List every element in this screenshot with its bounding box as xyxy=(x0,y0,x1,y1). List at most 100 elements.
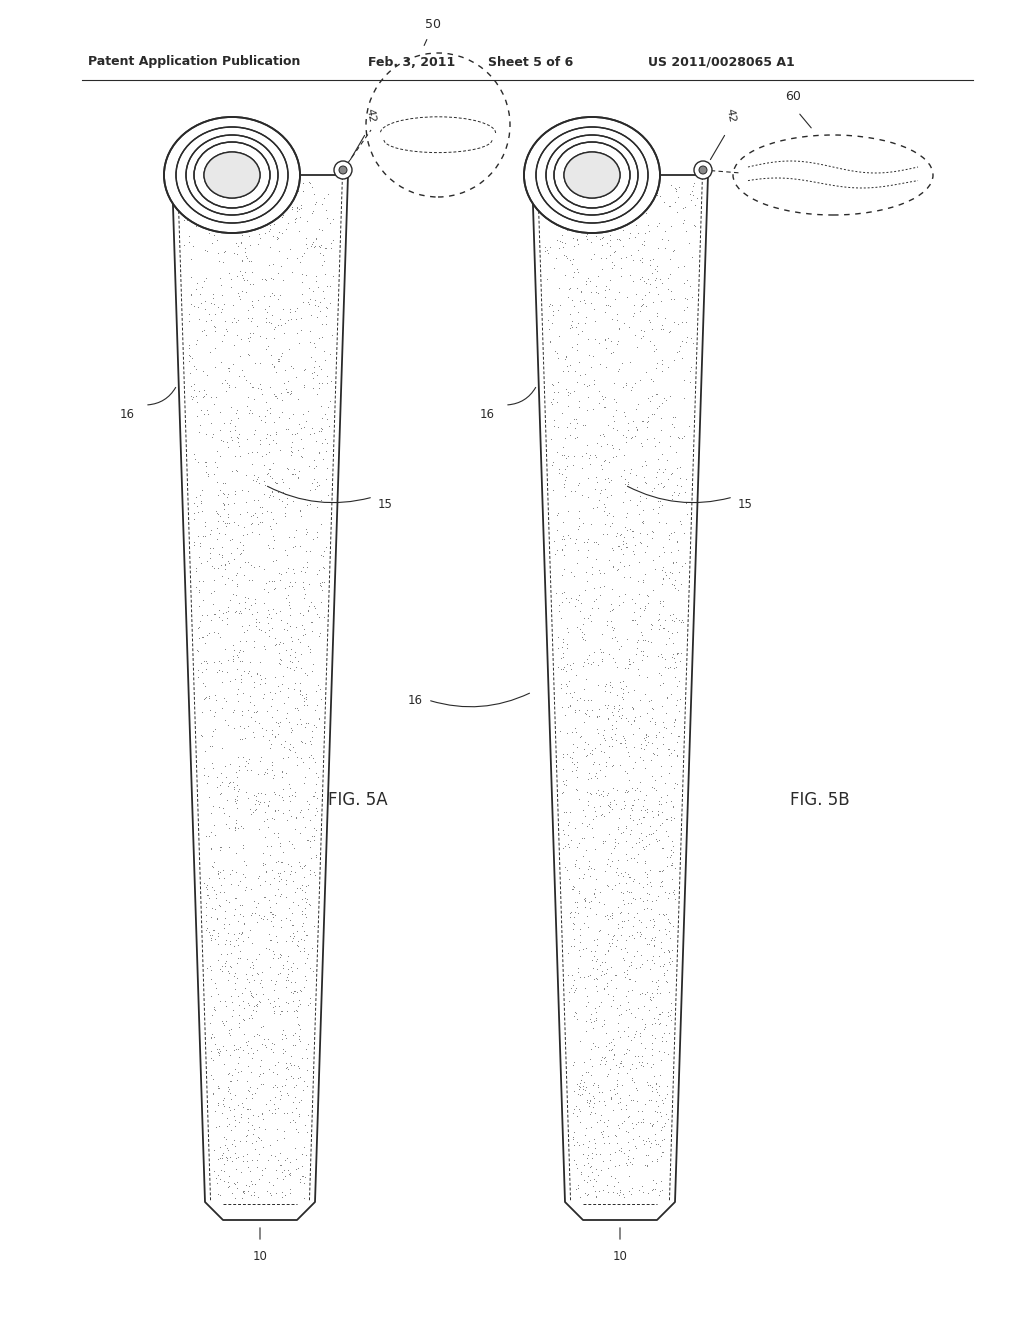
Point xyxy=(289,197,305,218)
Point xyxy=(589,706,605,727)
Point xyxy=(225,651,242,672)
Point xyxy=(659,688,676,709)
Point xyxy=(622,653,638,675)
Point xyxy=(183,293,200,314)
Point xyxy=(273,767,290,788)
Point xyxy=(583,209,599,230)
Point xyxy=(287,301,303,322)
Point xyxy=(644,1053,660,1074)
Point xyxy=(231,946,248,968)
Point xyxy=(305,785,322,807)
Point xyxy=(640,593,656,614)
Point xyxy=(209,863,225,884)
Point xyxy=(275,1019,292,1040)
Point xyxy=(602,218,618,239)
Point xyxy=(624,714,640,735)
Point xyxy=(656,562,673,583)
Point xyxy=(262,929,279,950)
Point xyxy=(297,1114,313,1135)
Point xyxy=(305,458,322,479)
Point xyxy=(259,607,275,628)
Point xyxy=(572,1073,589,1094)
Point xyxy=(631,909,647,931)
Point xyxy=(311,709,328,730)
Point xyxy=(227,762,244,783)
Point xyxy=(189,618,206,639)
Point xyxy=(627,751,643,772)
Point xyxy=(675,611,691,632)
Point xyxy=(302,173,318,194)
Point xyxy=(637,729,653,750)
Point xyxy=(648,276,665,297)
Point xyxy=(572,1069,589,1090)
Point xyxy=(218,942,234,964)
Point xyxy=(633,912,649,933)
Point xyxy=(264,948,281,969)
Point xyxy=(635,499,651,520)
Point xyxy=(204,924,220,945)
Point xyxy=(651,861,668,882)
Point xyxy=(651,458,668,479)
Point xyxy=(223,1119,240,1140)
Point xyxy=(575,194,592,215)
Point xyxy=(606,289,623,310)
Point xyxy=(665,623,681,644)
Point xyxy=(218,929,234,950)
Point xyxy=(667,651,683,672)
Point xyxy=(241,748,257,770)
Point xyxy=(211,606,227,627)
Point xyxy=(620,471,636,492)
Point xyxy=(578,1118,594,1139)
Point xyxy=(654,273,671,294)
Point xyxy=(269,1076,286,1097)
Point xyxy=(590,381,606,403)
Point xyxy=(669,622,685,643)
Point xyxy=(652,593,669,614)
Point xyxy=(240,1098,256,1119)
Point xyxy=(197,404,213,425)
Point xyxy=(240,1107,256,1129)
Point xyxy=(232,543,249,564)
Point xyxy=(566,981,583,1002)
Point xyxy=(662,425,678,446)
Point xyxy=(276,1121,293,1142)
Point xyxy=(282,595,298,616)
Point xyxy=(557,264,573,285)
Point xyxy=(240,1071,256,1092)
Point xyxy=(281,458,297,479)
Point xyxy=(633,799,649,820)
Point xyxy=(581,965,597,986)
Point xyxy=(302,830,318,851)
Point xyxy=(308,455,325,477)
Point xyxy=(664,573,680,594)
Point xyxy=(286,913,302,935)
Point xyxy=(240,663,256,684)
Point xyxy=(620,991,636,1012)
Point xyxy=(288,536,304,557)
Point xyxy=(278,874,294,895)
Point xyxy=(226,1059,243,1080)
Point xyxy=(626,710,642,731)
Point xyxy=(315,288,332,309)
Point xyxy=(666,711,682,733)
Point xyxy=(645,478,662,499)
Point xyxy=(584,818,600,840)
Point xyxy=(594,1015,610,1036)
Point xyxy=(649,462,666,483)
Point xyxy=(654,568,671,589)
Point xyxy=(243,759,259,780)
Point xyxy=(201,787,217,808)
Point xyxy=(604,928,621,949)
Point xyxy=(248,785,264,807)
Point xyxy=(562,696,579,717)
Point xyxy=(296,929,312,950)
Point xyxy=(218,614,234,635)
Point xyxy=(570,540,587,561)
Point xyxy=(201,686,217,708)
Point xyxy=(567,664,584,685)
Point xyxy=(297,817,313,838)
Point xyxy=(665,484,681,506)
Point xyxy=(572,1162,589,1183)
Point xyxy=(657,1088,674,1109)
Point xyxy=(608,936,625,957)
